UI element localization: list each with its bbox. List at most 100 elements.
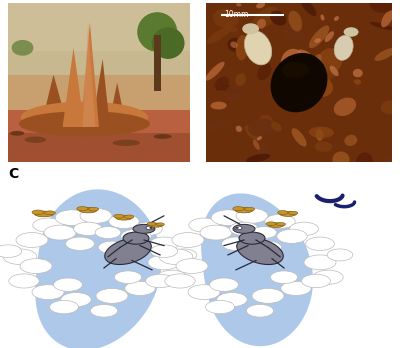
Circle shape	[246, 304, 274, 317]
Ellipse shape	[271, 122, 282, 132]
Ellipse shape	[301, 71, 327, 89]
Circle shape	[146, 226, 154, 230]
Circle shape	[134, 222, 162, 236]
Ellipse shape	[105, 238, 151, 264]
Circle shape	[251, 227, 277, 238]
Ellipse shape	[281, 62, 309, 78]
Circle shape	[210, 278, 238, 291]
Circle shape	[230, 222, 258, 236]
Ellipse shape	[381, 10, 393, 27]
Ellipse shape	[370, 22, 394, 30]
Ellipse shape	[233, 207, 244, 211]
Circle shape	[159, 249, 193, 264]
Circle shape	[98, 241, 126, 254]
Circle shape	[206, 300, 234, 314]
Circle shape	[313, 270, 343, 284]
Ellipse shape	[330, 65, 339, 76]
Polygon shape	[41, 75, 68, 127]
Ellipse shape	[381, 100, 399, 114]
Ellipse shape	[257, 19, 266, 29]
Circle shape	[252, 288, 284, 303]
Ellipse shape	[256, 2, 265, 8]
Circle shape	[304, 255, 336, 270]
Circle shape	[146, 274, 174, 288]
Text: 10mm: 10mm	[225, 10, 249, 19]
Circle shape	[33, 218, 63, 232]
Ellipse shape	[230, 41, 238, 48]
Ellipse shape	[244, 31, 272, 65]
Ellipse shape	[244, 125, 260, 141]
Bar	[154, 35, 161, 90]
Ellipse shape	[149, 223, 163, 227]
Circle shape	[9, 274, 39, 288]
Ellipse shape	[258, 11, 277, 27]
Ellipse shape	[246, 154, 270, 163]
Circle shape	[50, 300, 78, 314]
Ellipse shape	[88, 207, 99, 211]
Bar	[8, 118, 190, 162]
Ellipse shape	[370, 0, 394, 13]
Ellipse shape	[300, 0, 316, 16]
Circle shape	[16, 232, 48, 247]
Ellipse shape	[298, 49, 311, 57]
Ellipse shape	[205, 62, 224, 81]
Ellipse shape	[374, 48, 396, 61]
Ellipse shape	[198, 121, 228, 134]
Ellipse shape	[317, 48, 342, 73]
Circle shape	[149, 227, 153, 229]
Bar	[8, 110, 190, 133]
Polygon shape	[92, 59, 110, 127]
Circle shape	[54, 278, 82, 291]
Ellipse shape	[12, 40, 34, 56]
Ellipse shape	[252, 139, 270, 159]
Circle shape	[270, 271, 298, 284]
Ellipse shape	[213, 9, 238, 28]
Ellipse shape	[344, 27, 358, 37]
Ellipse shape	[305, 75, 333, 97]
Ellipse shape	[221, 84, 240, 95]
Ellipse shape	[32, 210, 44, 214]
Circle shape	[150, 237, 178, 251]
Ellipse shape	[277, 62, 304, 84]
Circle shape	[3, 249, 37, 264]
Polygon shape	[35, 189, 161, 348]
Circle shape	[90, 304, 118, 317]
Text: C: C	[8, 167, 18, 181]
Ellipse shape	[309, 25, 329, 48]
Ellipse shape	[236, 126, 242, 132]
Polygon shape	[62, 48, 84, 127]
Ellipse shape	[253, 140, 260, 150]
Ellipse shape	[123, 232, 149, 244]
Circle shape	[306, 237, 334, 251]
Ellipse shape	[382, 154, 398, 166]
Polygon shape	[83, 23, 95, 127]
Circle shape	[277, 229, 307, 243]
Ellipse shape	[224, 24, 238, 32]
Ellipse shape	[344, 135, 357, 146]
Ellipse shape	[233, 224, 255, 233]
Ellipse shape	[257, 63, 272, 80]
Circle shape	[74, 222, 102, 236]
Ellipse shape	[257, 136, 262, 140]
Circle shape	[20, 259, 52, 274]
Circle shape	[234, 226, 242, 230]
Circle shape	[189, 218, 219, 232]
Ellipse shape	[215, 77, 229, 91]
Circle shape	[165, 274, 195, 288]
Ellipse shape	[235, 208, 253, 213]
Ellipse shape	[24, 136, 46, 143]
Ellipse shape	[316, 129, 323, 141]
Circle shape	[222, 237, 250, 251]
Circle shape	[55, 210, 89, 226]
Ellipse shape	[325, 31, 334, 42]
Circle shape	[254, 241, 282, 254]
Ellipse shape	[236, 35, 248, 61]
Bar	[8, 3, 190, 75]
Circle shape	[125, 281, 155, 295]
Ellipse shape	[353, 69, 363, 77]
Ellipse shape	[288, 211, 298, 215]
Ellipse shape	[244, 207, 255, 211]
Circle shape	[217, 293, 247, 307]
Ellipse shape	[270, 53, 328, 112]
Circle shape	[44, 225, 76, 240]
